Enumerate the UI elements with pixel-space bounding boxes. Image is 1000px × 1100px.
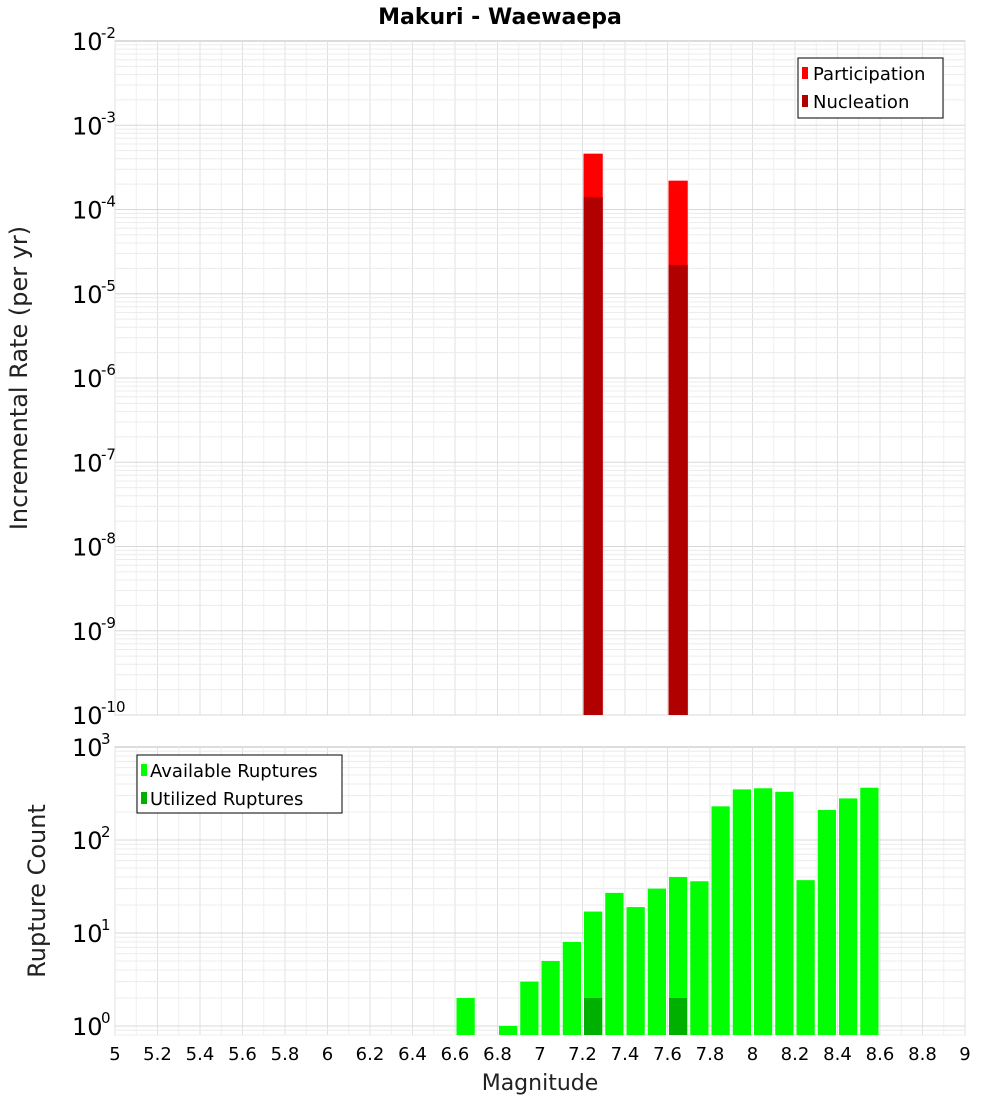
nucleation-bar — [668, 264, 688, 715]
x-tick-label: 6.4 — [398, 1044, 427, 1065]
chart-title: Makuri - Waewaepa — [378, 5, 622, 30]
x-tick-label: 7.2 — [568, 1044, 597, 1065]
x-tick-label: 7.8 — [696, 1044, 725, 1065]
available-ruptures-bar — [775, 791, 794, 1035]
x-tick-label: 5 — [109, 1044, 120, 1065]
rate-y-tick-label: 10 — [72, 28, 103, 56]
count-y-axis-label: Rupture Count — [23, 804, 51, 978]
available-legend-swatch — [141, 764, 147, 776]
available-ruptures-bar — [605, 892, 624, 1035]
rate-y-tick-exponent: -7 — [101, 445, 116, 463]
rate-y-axis-label: Incremental Rate (per yr) — [5, 226, 33, 530]
available-ruptures-bar — [456, 997, 475, 1035]
rate-y-tick-exponent: -9 — [101, 614, 116, 632]
rate-y-ticks: 10-210-310-410-510-610-710-810-910-10 — [72, 24, 126, 730]
available-ruptures-bar — [669, 877, 688, 1035]
available-ruptures-bar — [817, 810, 836, 1035]
available-ruptures-bar — [754, 788, 773, 1035]
x-axis-label: Magnitude — [482, 1071, 599, 1096]
rate-bars — [583, 153, 688, 716]
x-tick-label: 5.8 — [271, 1044, 300, 1065]
x-tick-label: 6 — [322, 1044, 333, 1065]
x-tick-label: 7.6 — [653, 1044, 682, 1065]
count-y-tick-exponent: 1 — [101, 916, 111, 934]
x-tick-label: 8.2 — [781, 1044, 810, 1065]
count-bars — [456, 787, 879, 1035]
x-tick-label: 5.2 — [143, 1044, 172, 1065]
rate-y-tick-label: 10 — [72, 112, 103, 140]
rate-y-tick-label: 10 — [72, 449, 103, 477]
count-y-tick-label: 10 — [72, 827, 103, 855]
rate-y-tick-exponent: -10 — [101, 698, 126, 716]
available-legend-label: Available Ruptures — [150, 761, 318, 782]
available-ruptures-bar — [732, 789, 751, 1035]
utilized-legend-label: Utilized Ruptures — [150, 789, 303, 810]
nucleation-legend-swatch — [802, 95, 808, 107]
rate-y-tick-label: 10 — [72, 702, 103, 730]
rate-grid — [114, 41, 966, 716]
available-ruptures-bar — [520, 981, 539, 1035]
rate-y-tick-label: 10 — [72, 618, 103, 646]
rate-y-tick-label: 10 — [72, 365, 103, 393]
count-y-tick-exponent: 3 — [101, 730, 111, 748]
count-legend: Available Ruptures Utilized Ruptures — [136, 754, 343, 814]
rate-y-tick-exponent: -4 — [101, 193, 116, 211]
rate-y-tick-label: 10 — [72, 197, 103, 225]
available-ruptures-bar — [690, 881, 709, 1035]
available-ruptures-bar — [860, 787, 879, 1035]
count-y-tick-exponent: 0 — [101, 1009, 111, 1027]
rate-y-tick-exponent: -2 — [101, 24, 116, 42]
utilized-legend-swatch — [141, 792, 147, 804]
available-ruptures-bar — [562, 942, 581, 1035]
rate-plot: 10-210-310-410-510-610-710-810-910-10 — [72, 24, 966, 730]
x-tick-label: 6.2 — [356, 1044, 385, 1065]
participation-legend-swatch — [802, 67, 808, 79]
rate-y-tick-exponent: -8 — [101, 530, 116, 548]
rate-y-tick-exponent: -5 — [101, 277, 116, 295]
x-tick-label: 7 — [534, 1044, 545, 1065]
available-ruptures-bar — [711, 806, 730, 1035]
utilized-ruptures-bar — [584, 997, 603, 1035]
nucleation-bar — [583, 197, 603, 715]
rate-y-tick-label: 10 — [72, 534, 103, 562]
participation-legend-label: Participation — [813, 64, 925, 85]
available-ruptures-bar — [647, 888, 666, 1035]
rate-y-tick-exponent: -6 — [101, 361, 116, 379]
count-y-tick-label: 10 — [72, 1013, 103, 1041]
count-x-ticks: 5 5.2 5.4 5.6 5.8 6 6.2 6.4 6.6 6.8 7 7.2 7.4 7.6 7.8 8… — [109, 1044, 970, 1065]
count-y-tick-label: 10 — [72, 920, 103, 948]
count-y-tick-label: 10 — [72, 734, 103, 762]
x-tick-label: 7.4 — [611, 1044, 640, 1065]
x-tick-label: 8.6 — [866, 1044, 895, 1065]
nucleation-legend-label: Nucleation — [813, 92, 909, 113]
available-ruptures-bar — [541, 960, 560, 1035]
available-ruptures-bar — [796, 880, 815, 1035]
rate-y-tick-label: 10 — [72, 281, 103, 309]
available-ruptures-bar — [499, 1025, 518, 1035]
rate-legend: Participation Nucleation — [797, 57, 944, 119]
utilized-ruptures-bar — [669, 997, 688, 1035]
x-tick-label: 8.8 — [908, 1044, 937, 1065]
x-tick-label: 9 — [959, 1044, 970, 1065]
available-ruptures-bar — [839, 798, 858, 1035]
x-tick-label: 5.6 — [228, 1044, 257, 1065]
x-tick-label: 6.6 — [441, 1044, 470, 1065]
x-tick-label: 8 — [747, 1044, 758, 1065]
x-tick-label: 5.4 — [186, 1044, 215, 1065]
x-tick-label: 6.8 — [483, 1044, 512, 1065]
x-tick-label: 8.4 — [823, 1044, 852, 1065]
rate-y-tick-exponent: -3 — [101, 108, 116, 126]
count-y-tick-exponent: 2 — [101, 823, 111, 841]
available-ruptures-bar — [626, 907, 645, 1035]
